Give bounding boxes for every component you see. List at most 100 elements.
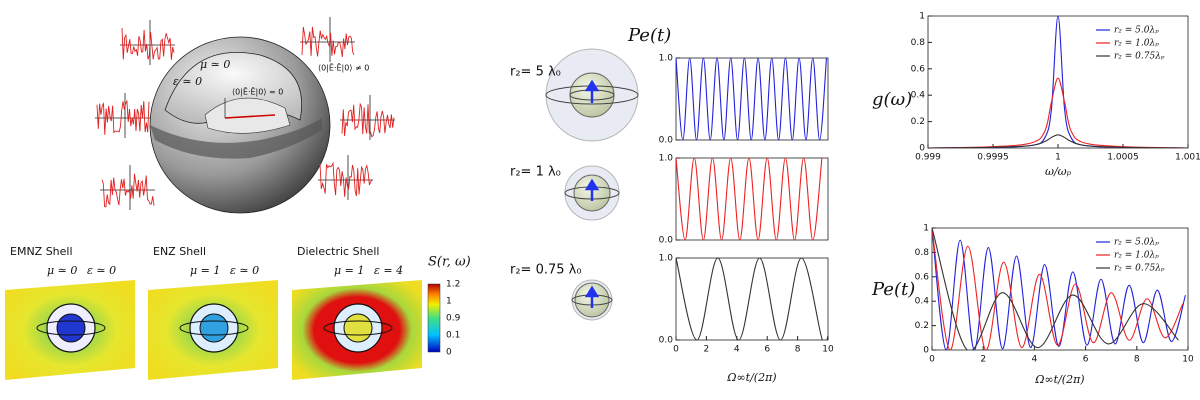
plot-frame [675,157,829,241]
y-tick-label: 0.4 [915,297,930,307]
x-tick-label: 1 [1055,153,1061,163]
y-tick-label: 1 [919,12,925,22]
core [56,313,86,343]
plot-frame [675,257,829,341]
x-tick-label: 4 [1032,355,1038,365]
legend-label: r₂ = 1.0λₚ [1114,251,1159,261]
y-tick-label: 0.4 [911,91,926,101]
series-line [932,228,1179,350]
series-line [676,258,828,340]
row-label: r₂= 0.75 λ₀ [510,263,582,278]
noise-trace [101,173,155,208]
shell-illustration [149,36,331,214]
y-tick-label: 0 [923,346,929,356]
orbit [179,320,249,336]
eps-label: ε ≃ 0 [173,75,202,88]
series-line [932,228,1186,350]
x-tick-label: 10 [822,345,834,355]
outside-label: ⟨0|Ê·Ê|0⟩ ≠ 0 [318,62,369,73]
y-tick-label: 0.2 [915,321,929,331]
y-tick-label: 1 [923,224,929,234]
core [199,313,229,343]
shell-mu: μ ≃ 0 [47,264,77,277]
legend-label: r₂ = 5.0λₚ [1114,26,1159,36]
shell-title: ENZ Shell [153,245,206,258]
colorbar [427,283,441,353]
y-tick-label: 0.8 [915,248,930,258]
shell-title: EMNZ Shell [10,245,73,258]
row-label: r₂= 5 λ₀ [510,65,561,80]
x-tick-label: 6 [764,345,770,355]
series-line [676,158,823,240]
orbit [323,320,393,336]
y-tick-label: 0 [919,144,925,154]
legend-label: r₂ = 0.75λₚ [1114,264,1165,274]
x-tick-label: 6 [1083,355,1089,365]
shell-eps: ε = 4 [374,264,403,277]
noise-trace [319,161,373,197]
y-tick-label: 1.0 [659,254,674,264]
series-line [932,228,1184,350]
y-tick-label: 0.0 [659,336,674,346]
x-axis-label: Ω∞t/(2π) [726,371,776,384]
core [343,313,373,343]
emitter-spheres [545,48,639,321]
y-axis-label: g(ω) [872,89,912,110]
series-line [928,16,1188,148]
y-tick-label: 0.2 [911,117,925,127]
legend-label: r₂ = 0.75λₚ [1114,52,1165,62]
x-axis-label: Ω∞t/(2π) [1034,373,1084,386]
shell-mu: μ = 1 [190,264,220,277]
y-axis-label: Pe(t) [871,279,915,300]
legend-label: r₂ = 5.0λₚ [1114,238,1159,248]
noise-traces [95,17,395,210]
inside-label: ⟨0|Ê·Ê|0⟩ = 0 [232,86,283,97]
plot-frame [931,227,1189,351]
shell-maps [5,280,422,380]
colorbar-tick: 1 [446,297,452,307]
colorbar-tick: 0 [446,348,452,358]
colorbar-label: S(r, ω) [428,255,471,270]
plot-frame [675,57,829,141]
shell-eps: ε ≃ 0 [87,264,116,277]
noise-trace [301,26,355,58]
noise-trace [96,99,150,135]
x-tick-label: 0.9995 [977,153,1009,163]
shell-eps: ε ≃ 0 [230,264,259,277]
y-tick-label: 0.8 [911,38,926,48]
orbit [36,320,106,336]
x-tick-label: 2 [980,355,986,365]
noise-trace [341,102,395,138]
legend-label: r₂ = 1.0λₚ [1114,39,1159,49]
x-tick-label: 8 [1134,355,1140,365]
row-label: r₂= 1 λ₀ [510,165,561,180]
x-tick-label: 10 [1182,355,1194,365]
x-tick-label: 2 [704,345,710,355]
x-tick-label: 4 [734,345,740,355]
noise-trace [121,27,175,60]
x-tick-label: 1.001 [1175,153,1200,163]
colorbar-tick: 0.9 [446,314,461,324]
colorbar-tick: 0.1 [446,331,460,341]
series-line [928,134,1188,148]
x-tick-label: 0.999 [915,153,941,163]
shell-title: Dielectric Shell [297,245,379,258]
x-tick-label: 8 [795,345,801,355]
y-tick-label: 0.6 [915,272,930,282]
x-tick-label: 0 [929,355,935,365]
x-axis-label: ω/ωₚ [1045,165,1072,178]
y-tick-label: 0.0 [659,136,674,146]
plot-frame [927,15,1189,149]
y-tick-label: 1.0 [659,54,674,64]
middle-title: Pe(t) [627,25,671,46]
colorbar-tick: 1.2 [446,280,460,290]
shell-mu: μ = 1 [334,264,364,277]
y-tick-label: 0.0 [659,236,674,246]
x-tick-label: 1.0005 [1107,153,1139,163]
y-tick-label: 1.0 [659,154,674,164]
series-line [676,58,828,140]
mu-label: μ ≃ 0 [200,58,230,71]
x-tick-label: 0 [673,345,679,355]
y-tick-label: 0.6 [911,64,926,74]
